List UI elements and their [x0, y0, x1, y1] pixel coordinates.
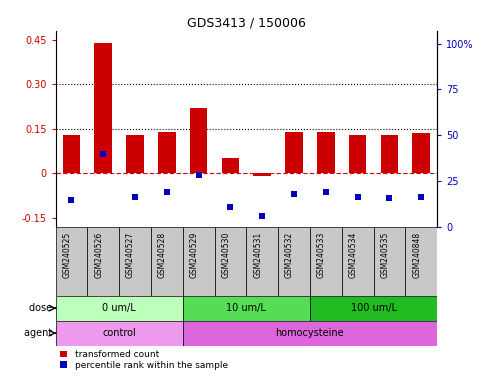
Text: GSM240529: GSM240529	[190, 232, 199, 278]
Point	[163, 189, 170, 195]
Bar	[126, 134, 144, 173]
Bar	[151, 227, 183, 296]
Bar	[342, 227, 373, 296]
Text: GSM240527: GSM240527	[126, 232, 135, 278]
Legend: transformed count, percentile rank within the sample: transformed count, percentile rank withi…	[60, 350, 227, 370]
Bar	[56, 227, 87, 296]
Bar	[214, 227, 246, 296]
Bar	[285, 132, 303, 173]
Text: homocysteine: homocysteine	[276, 328, 344, 338]
Bar	[56, 296, 183, 321]
Text: GSM240532: GSM240532	[285, 232, 294, 278]
Text: GSM240531: GSM240531	[253, 232, 262, 278]
Bar	[310, 296, 437, 321]
Point	[68, 197, 75, 203]
Bar	[222, 158, 239, 173]
Point	[385, 195, 393, 202]
Bar	[317, 132, 335, 173]
Bar	[158, 132, 176, 173]
Bar	[183, 227, 214, 296]
Bar	[278, 227, 310, 296]
Text: GSM240848: GSM240848	[412, 232, 421, 278]
Bar	[373, 227, 405, 296]
Point	[99, 151, 107, 157]
Bar	[254, 173, 271, 176]
Bar	[412, 133, 430, 173]
Text: 100 um/L: 100 um/L	[351, 303, 397, 313]
Title: GDS3413 / 150006: GDS3413 / 150006	[187, 17, 306, 30]
Bar	[95, 43, 112, 173]
Text: GSM240530: GSM240530	[221, 232, 230, 278]
Bar	[190, 108, 207, 173]
Text: GSM240534: GSM240534	[349, 232, 357, 278]
Text: 10 um/L: 10 um/L	[227, 303, 266, 313]
Text: 0 um/L: 0 um/L	[102, 303, 136, 313]
Point	[131, 194, 139, 200]
Bar	[87, 227, 119, 296]
Bar	[56, 321, 183, 346]
Bar	[310, 227, 342, 296]
Text: agent: agent	[24, 328, 56, 338]
Bar	[119, 227, 151, 296]
Text: dose: dose	[29, 303, 56, 313]
Bar	[183, 296, 310, 321]
Text: GSM240525: GSM240525	[62, 232, 71, 278]
Point	[322, 189, 330, 195]
Bar	[381, 134, 398, 173]
Text: GSM240528: GSM240528	[158, 232, 167, 278]
Bar	[246, 227, 278, 296]
Bar	[405, 227, 437, 296]
Bar	[349, 134, 367, 173]
Point	[290, 191, 298, 197]
Point	[195, 172, 202, 178]
Bar	[183, 321, 437, 346]
Text: control: control	[102, 328, 136, 338]
Point	[354, 194, 361, 200]
Point	[227, 204, 234, 210]
Point	[417, 194, 425, 200]
Bar	[63, 134, 80, 173]
Text: GSM240535: GSM240535	[381, 232, 389, 278]
Point	[258, 213, 266, 219]
Text: GSM240533: GSM240533	[317, 232, 326, 278]
Text: GSM240526: GSM240526	[94, 232, 103, 278]
